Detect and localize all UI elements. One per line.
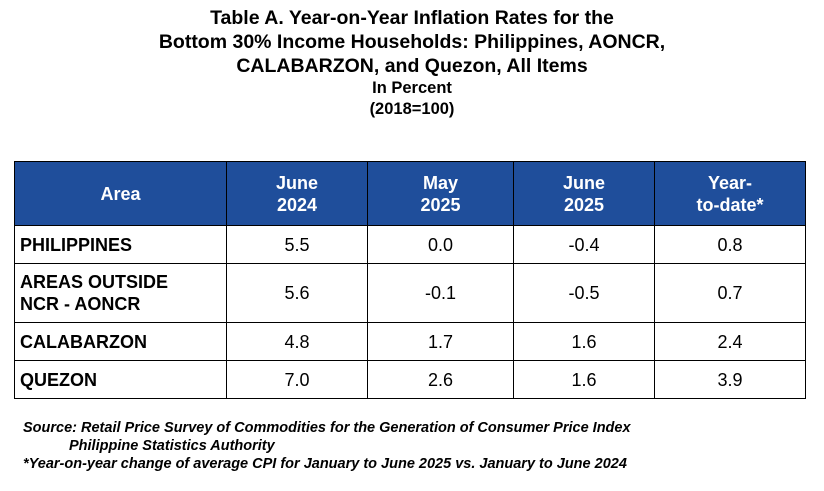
title-base-year: (2018=100): [369, 100, 455, 118]
june-2024-cell: 4.8: [226, 322, 368, 361]
may-2025-cell: 0.0: [367, 225, 514, 264]
may-2025-cell: 1.7: [367, 322, 514, 361]
year-to-date-cell: 2.4: [654, 322, 806, 361]
year-to-date-footnote: *Year-on-year change of average CPI for …: [23, 456, 627, 472]
table-header-row: Area June 2024 May 2025 June 2025 Year- …: [14, 161, 806, 226]
source-agency: Philippine Statistics Authority: [69, 438, 275, 454]
col-header-june-2025: June 2025: [513, 161, 655, 226]
title-line-3: CALABARZON, and Quezon, All Items: [236, 55, 588, 77]
year-to-date-cell: 3.9: [654, 360, 806, 399]
title-unit: In Percent: [372, 79, 452, 97]
june-2025-cell: -0.4: [513, 225, 655, 264]
col-header-may-2025: May 2025: [367, 161, 514, 226]
june-2024-cell: 5.6: [226, 263, 368, 323]
table-row-calabarzon: CALABARZON 4.8 1.7 1.6 2.4: [14, 322, 806, 361]
year-to-date-cell: 0.7: [654, 263, 806, 323]
title-line-2: Bottom 30% Income Households: Philippine…: [158, 31, 666, 53]
area-cell: QUEZON: [14, 360, 227, 399]
june-2025-cell: -0.5: [513, 263, 655, 323]
may-2025-cell: 2.6: [367, 360, 514, 399]
table-row-aoncr: AREAS OUTSIDE NCR - AONCR 5.6 -0.1 -0.5 …: [14, 263, 806, 323]
table-row-philippines: PHILIPPINES 5.5 0.0 -0.4 0.8: [14, 225, 806, 264]
inflation-table: Area June 2024 May 2025 June 2025 Year- …: [14, 161, 806, 399]
may-2025-cell: -0.1: [367, 263, 514, 323]
table-notes: Source: Retail Price Survey of Commoditi…: [23, 419, 631, 473]
june-2024-cell: 5.5: [226, 225, 368, 264]
col-header-year-to-date: Year- to-date*: [654, 161, 806, 226]
area-cell: AREAS OUTSIDE NCR - AONCR: [14, 263, 227, 323]
table-title: Table A. Year-on-Year Inflation Rates fo…: [0, 6, 824, 120]
table-row-quezon: QUEZON 7.0 2.6 1.6 3.9: [14, 360, 806, 399]
year-to-date-cell: 0.8: [654, 225, 806, 264]
col-header-june-2024: June 2024: [226, 161, 368, 226]
col-header-area: Area: [14, 161, 227, 226]
title-line-1: Table A. Year-on-Year Inflation Rates fo…: [210, 7, 614, 29]
june-2024-cell: 7.0: [226, 360, 368, 399]
june-2025-cell: 1.6: [513, 322, 655, 361]
source-note: Source: Retail Price Survey of Commoditi…: [23, 420, 631, 436]
june-2025-cell: 1.6: [513, 360, 655, 399]
area-cell: CALABARZON: [14, 322, 227, 361]
area-cell: PHILIPPINES: [14, 225, 227, 264]
